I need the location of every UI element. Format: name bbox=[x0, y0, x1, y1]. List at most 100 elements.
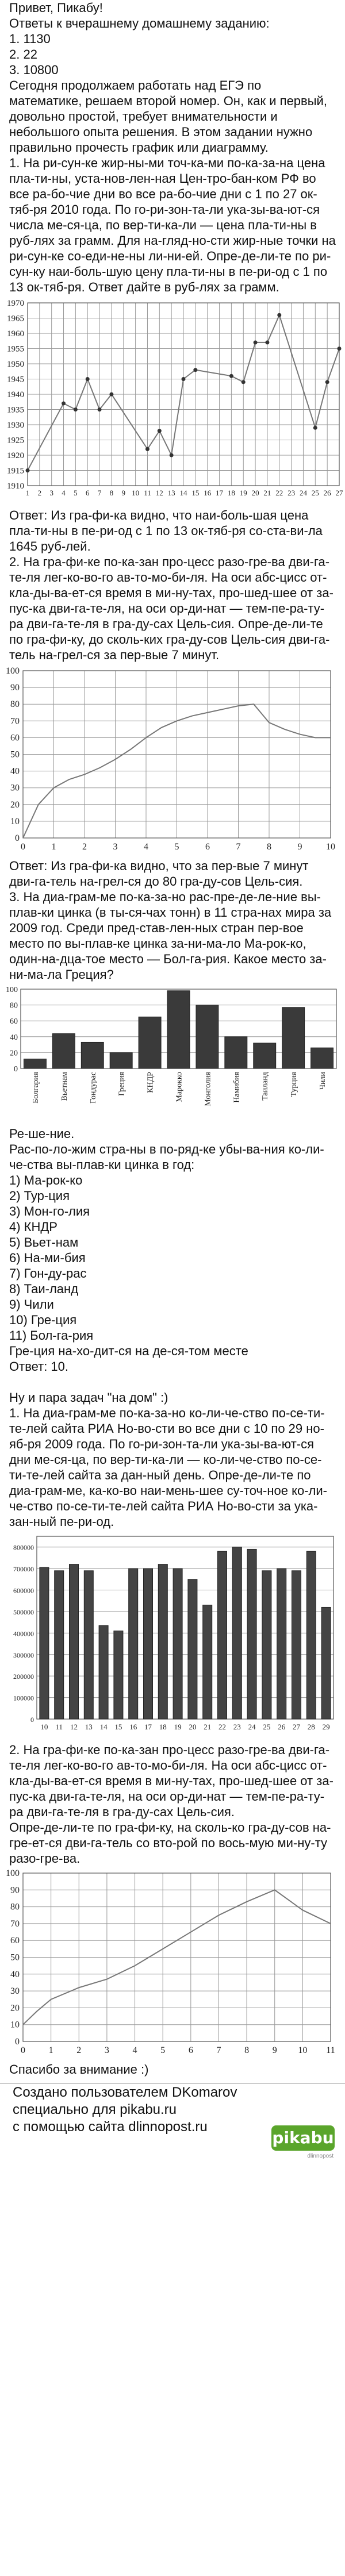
x-tick-label: 7 bbox=[98, 489, 102, 497]
x-tick-label: 9 bbox=[122, 489, 126, 497]
y-tick-label: 50 bbox=[10, 1953, 20, 1963]
bar bbox=[158, 1564, 168, 1720]
data-point bbox=[157, 429, 162, 433]
x-tick-label: 21 bbox=[204, 1723, 211, 1731]
intro-line: 3. 10800 bbox=[9, 63, 59, 77]
x-tick-label: 13 bbox=[85, 1723, 93, 1731]
x-tick-label: 7 bbox=[216, 2046, 221, 2055]
after_chart3-line: 1. На диа-грам-ме по-ка-за-но ко-ли-че-с… bbox=[9, 1406, 327, 1529]
x-tick-label: 23 bbox=[288, 489, 295, 497]
footer-generator-link[interactable]: с помощью сайта dlinnopost.ru bbox=[13, 2119, 208, 2135]
y-tick-label: 1970 bbox=[7, 299, 24, 308]
x-tick-label: 22 bbox=[218, 1723, 226, 1731]
x-tick-label: 14 bbox=[100, 1723, 108, 1731]
after_chart3-line: 7) Гон-ду-рас bbox=[9, 1266, 87, 1281]
x-tick-label: 26 bbox=[324, 489, 332, 497]
y-tick-label: 1940 bbox=[7, 390, 24, 399]
data-point bbox=[265, 340, 270, 345]
x-tick-label: 6 bbox=[189, 2046, 193, 2055]
footer-site: специально для pikabu.ru bbox=[13, 2102, 177, 2117]
after_chart3-line bbox=[0, 1374, 345, 1390]
y-tick-label: 10 bbox=[10, 817, 20, 826]
bar bbox=[262, 1570, 272, 1720]
after_chart3-line: Ответ: 10. bbox=[9, 1359, 69, 1374]
x-tick-label: 8 bbox=[267, 842, 271, 852]
data-point bbox=[85, 377, 90, 381]
after_chart3-line: 5) Вьет-нам bbox=[9, 1235, 79, 1249]
bar bbox=[128, 1568, 139, 1720]
y-tick-label: 20 bbox=[10, 800, 20, 810]
y-tick-label: 50 bbox=[10, 750, 20, 760]
bar bbox=[52, 1033, 75, 1069]
pikabu-logo[interactable]: pikabu bbox=[271, 2125, 335, 2151]
after_chart3-line: 1) Ма-рок-ко bbox=[9, 1173, 83, 1187]
x-tick-label: Чили bbox=[319, 1072, 327, 1090]
bar bbox=[69, 1564, 79, 1720]
after_chart4-line: Опре-де-ли-те по гра-фи-ку, на сколь-ко … bbox=[9, 1820, 331, 1866]
y-tick-label: 100000 bbox=[13, 1694, 34, 1702]
plot-frame bbox=[27, 302, 340, 486]
data-point bbox=[337, 347, 342, 351]
x-tick-label: 18 bbox=[159, 1723, 167, 1731]
y-tick-label: 600000 bbox=[13, 1587, 34, 1595]
x-tick-label: 4 bbox=[133, 2046, 137, 2055]
data-point bbox=[241, 380, 246, 385]
chart-zinc-output: 0 20 40 60 80 100 Болгария Вьетнам Гондурас Греци… bbox=[6, 986, 337, 1106]
x-tick-label: 20 bbox=[252, 489, 259, 497]
x-tick-label: 1 bbox=[52, 842, 56, 852]
x-tick-label: 10 bbox=[326, 842, 335, 852]
after_chart1-line: 2. На гра-фи-ке по-ка-зан про-цесс разо-… bbox=[9, 555, 334, 662]
x-tick-label: 11 bbox=[144, 489, 151, 497]
x-tick-label: 4 bbox=[62, 489, 66, 497]
x-tick-label: 3 bbox=[49, 489, 53, 497]
bar bbox=[310, 1047, 334, 1069]
data-point bbox=[313, 425, 317, 430]
plot-frame bbox=[22, 1873, 331, 2042]
bar bbox=[187, 1579, 198, 1720]
y-tick-label: 200000 bbox=[13, 1673, 34, 1681]
x-tick-label: 18 bbox=[228, 489, 235, 497]
y-tick-label: 1960 bbox=[7, 329, 24, 339]
x-tick-label: Марокко bbox=[175, 1072, 184, 1102]
y-tick-label: 0 bbox=[14, 1065, 18, 1074]
data-point bbox=[73, 407, 78, 412]
y-tick-label: 60 bbox=[10, 1017, 18, 1026]
x-tick-label: Намибия bbox=[232, 1071, 241, 1102]
task3-text: Ответ: Из гра-фи-ка видно, что за пер-вы… bbox=[0, 858, 345, 982]
after_chart3-line: 9) Чили bbox=[9, 1297, 54, 1312]
series-line bbox=[22, 703, 331, 839]
x-tick-label: 28 bbox=[308, 1723, 315, 1731]
after_chart3-line: Ну и пара задач "на дом" :) bbox=[9, 1390, 168, 1405]
x-tick-label: 24 bbox=[300, 489, 308, 497]
data-point bbox=[229, 374, 233, 378]
x-tick-label: Таиланд bbox=[261, 1072, 270, 1101]
x-tick-label: 10 bbox=[132, 489, 139, 497]
y-tick-label: 80 bbox=[10, 699, 20, 709]
after_chart3-line: Гре-ция на-хо-дит-ся на де-ся-том месте bbox=[9, 1344, 248, 1358]
x-tick-label: 14 bbox=[180, 489, 188, 497]
plot-frame bbox=[22, 670, 331, 839]
y-tick-label: 70 bbox=[10, 716, 20, 726]
x-tick-label: 13 bbox=[168, 489, 175, 497]
y-tick-label: 1930 bbox=[7, 421, 24, 430]
bar bbox=[23, 1058, 47, 1069]
chart-engine-warmup-2: 0 1 2 3 4 5 6 7 8 9 10 11 0 10 20 30 40 50 60 70 80 90 100 bbox=[6, 1868, 335, 2055]
bar bbox=[306, 1551, 316, 1720]
bar bbox=[202, 1605, 213, 1720]
after_chart2-line: 3. На диа-грам-ме по-ка-за-но рас-пре-де… bbox=[9, 890, 332, 982]
y-tick-label: 1910 bbox=[7, 482, 24, 491]
bar bbox=[217, 1551, 227, 1720]
x-tick-label: 11 bbox=[326, 2046, 335, 2055]
bar bbox=[143, 1568, 153, 1720]
bar bbox=[98, 1625, 109, 1720]
y-tick-label: 1955 bbox=[7, 345, 24, 354]
x-tick-label: 20 bbox=[189, 1723, 196, 1731]
x-tick-label: 5 bbox=[74, 489, 78, 497]
x-tick-label: КНДР bbox=[147, 1072, 155, 1093]
y-tick-label: 100 bbox=[6, 986, 18, 994]
y-tick-label: 30 bbox=[10, 1986, 20, 1996]
y-tick-label: 0 bbox=[15, 833, 20, 843]
y-tick-label: 700000 bbox=[13, 1565, 34, 1573]
bar bbox=[83, 1570, 94, 1720]
x-tick-label: 19 bbox=[174, 1723, 182, 1731]
